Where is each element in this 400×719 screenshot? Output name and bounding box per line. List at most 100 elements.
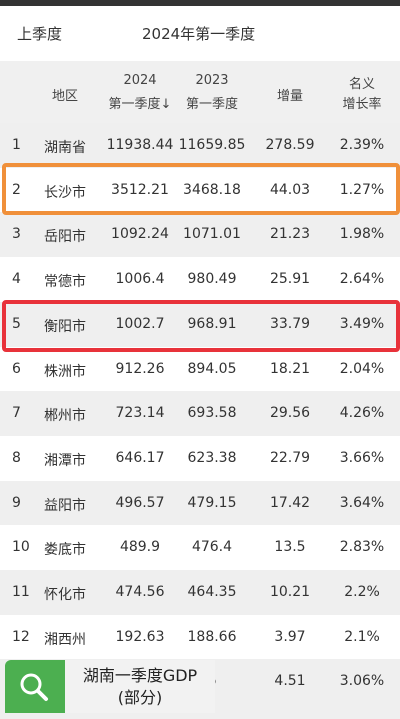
cell: 968.91	[187, 315, 237, 332]
cell: 3.66%	[339, 449, 385, 466]
cell: 2.83%	[339, 539, 385, 556]
column-header: 2024	[123, 73, 157, 88]
cell: 4.26%	[339, 405, 385, 422]
cell: 5	[12, 315, 21, 332]
table-row: 1 湖南省 11938.44 11659.85 278.59 2.39%	[0, 123, 400, 168]
column-header: 名义	[348, 77, 376, 92]
cell: 278.59	[265, 137, 315, 153]
table-row: 8 湘潭市 646.17 623.38 22.79 3.66%	[0, 435, 400, 481]
cell: 474.56	[115, 584, 165, 600]
cell: 496.57	[115, 494, 165, 511]
search-icon[interactable]	[5, 660, 65, 713]
cell: 岳阳市	[44, 229, 86, 246]
cell: 湘潭市	[44, 452, 86, 469]
cell: 192.63	[115, 628, 165, 645]
magnifier	[20, 673, 48, 701]
cell: 常德市	[44, 274, 86, 291]
cell: 980.49	[187, 271, 237, 288]
cell: 8	[12, 449, 21, 466]
cell: 3.49%	[339, 315, 385, 332]
cell: 29.56	[269, 405, 311, 422]
cell: 9	[12, 494, 21, 511]
cell: 44.03	[269, 181, 311, 198]
cell: 188.66	[187, 628, 237, 645]
cell: 2.1%	[344, 628, 380, 645]
highlight-orange	[2, 163, 400, 215]
overlay-line: 湖南一季度GDP	[82, 666, 198, 685]
cell: 476.4	[191, 539, 233, 556]
column-header: 增量	[276, 89, 304, 104]
cell: 3	[12, 226, 21, 243]
cell: 464.35	[187, 584, 237, 600]
cell: 怀化市	[44, 587, 86, 603]
table-row: 7 郴州市 723.14 693.58 29.56 4.26%	[0, 391, 400, 437]
cell: 11659.85	[178, 137, 246, 153]
cell: 1002.7	[115, 315, 165, 332]
cell: 1071.01	[183, 226, 241, 243]
table-row: 11 怀化市 474.56 464.35 10.21 2.2%	[0, 570, 400, 615]
cell: 723.14	[115, 405, 165, 422]
cell: 郴州市	[44, 408, 86, 425]
status-strip	[0, 0, 400, 6]
cell: 646.17	[115, 449, 165, 466]
cell: 益阳市	[44, 497, 86, 514]
cell: 3468.18	[183, 181, 241, 198]
cell: 11	[12, 584, 30, 600]
column-header: 第一季度↓	[108, 97, 172, 112]
cell: 1092.24	[111, 226, 169, 243]
cell: 13.5	[274, 539, 306, 556]
cell: 株洲市	[44, 363, 86, 380]
cell: 12	[12, 628, 30, 645]
cell: 4.51	[274, 673, 306, 690]
cell: 3.06%	[339, 673, 385, 690]
cell: 2.39%	[339, 137, 385, 153]
cell: 479.15	[187, 494, 237, 511]
cell: 21.23	[269, 226, 311, 243]
prev-quarter[interactable]: 上季度	[17, 25, 63, 43]
cell: 1.27%	[339, 181, 385, 198]
column-header: 2023	[195, 73, 229, 88]
cell: 912.26	[115, 360, 165, 377]
cell: 7	[12, 405, 21, 422]
overlay-line: (部分)	[117, 688, 163, 707]
cell: 489.9	[119, 539, 161, 556]
cell: 湖南省	[44, 140, 86, 156]
cell: 3512.21	[111, 181, 169, 198]
cell: 2.64%	[339, 271, 385, 288]
cell: 25.91	[269, 271, 311, 288]
cell: 33.79	[269, 315, 311, 332]
title: 2024年第一季度	[142, 25, 256, 43]
column-header: 增长率	[342, 97, 382, 112]
table-row: 5 衡阳市 1002.7 968.91 33.79 3.49%	[0, 301, 400, 347]
cell: 3.64%	[339, 494, 385, 511]
table-row: 10 娄底市 489.9 476.4 13.5 2.83%	[0, 525, 400, 571]
cell: 11938.44	[106, 137, 174, 153]
cell: 18.21	[269, 360, 311, 377]
highlight-red	[2, 300, 400, 352]
table-row: 2 长沙市 3512.21 3468.18 44.03 1.27%	[0, 167, 400, 213]
cell: 1.98%	[339, 226, 385, 243]
cell: 693.58	[187, 405, 237, 422]
cell: 894.05	[187, 360, 237, 377]
cell: 22.79	[269, 449, 311, 466]
table-row: 4 常德市 1006.4 980.49 25.91 2.64%	[0, 257, 400, 303]
table-row: 3 岳阳市 1092.24 1071.01 21.23 1.98%	[0, 212, 400, 258]
cell: 衡阳市	[44, 318, 86, 335]
cell: 长沙市	[44, 184, 86, 201]
cell: 娄底市	[44, 542, 86, 559]
cell: 4	[12, 271, 21, 288]
cell: 623.38	[187, 449, 237, 466]
cell: 10	[12, 539, 30, 556]
header-bg	[0, 61, 400, 123]
column-header: 地区	[51, 89, 79, 104]
cell: 10.21	[269, 584, 311, 600]
cell: 17.42	[269, 494, 311, 511]
cell: 湘西州	[44, 631, 86, 648]
overlay-label[interactable]: 湖南一季度GDP (部分)	[65, 660, 215, 713]
cell: 2.2%	[344, 584, 380, 600]
table-row: 6 株洲市 912.26 894.05 18.21 2.04%	[0, 346, 400, 392]
cell: 2	[12, 181, 21, 198]
cell: 1006.4	[115, 271, 165, 288]
table-row: 9 益阳市 496.57 479.15 17.42 3.64%	[0, 480, 400, 526]
